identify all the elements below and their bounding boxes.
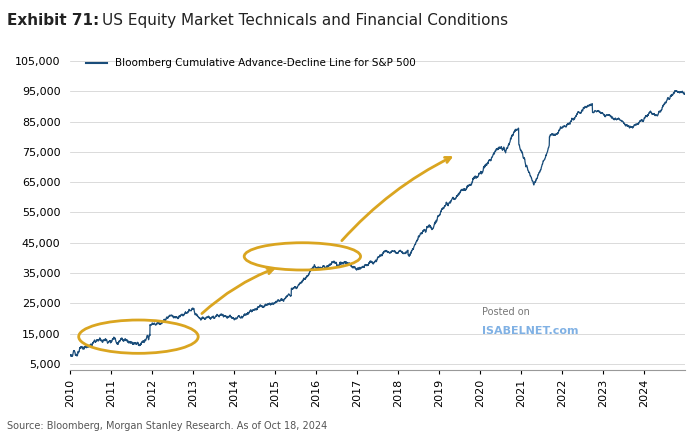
Text: Exhibit 71:: Exhibit 71: — [7, 13, 99, 28]
Text: Source: Bloomberg, Morgan Stanley Research. As of Oct 18, 2024: Source: Bloomberg, Morgan Stanley Resear… — [7, 421, 328, 431]
Text: Posted on: Posted on — [482, 307, 530, 317]
Legend: Bloomberg Cumulative Advance-Decline Line for S&P 500: Bloomberg Cumulative Advance-Decline Lin… — [82, 54, 420, 73]
Text: US Equity Market Technicals and Financial Conditions: US Equity Market Technicals and Financia… — [102, 13, 508, 28]
Text: ISABELNET.com: ISABELNET.com — [482, 326, 579, 336]
